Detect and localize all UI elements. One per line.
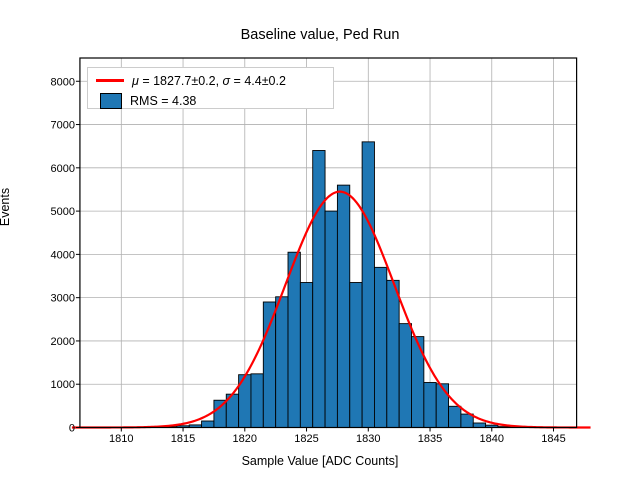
svg-text:1815: 1815 [171, 433, 195, 445]
svg-text:5000: 5000 [51, 206, 75, 218]
svg-text:1830: 1830 [356, 433, 380, 445]
svg-text:8000: 8000 [51, 76, 75, 88]
svg-text:4000: 4000 [51, 249, 75, 261]
svg-text:2000: 2000 [51, 336, 75, 348]
svg-text:1835: 1835 [418, 433, 442, 445]
svg-text:1845: 1845 [541, 433, 565, 445]
svg-text:6000: 6000 [51, 163, 75, 175]
svg-text:1840: 1840 [480, 433, 504, 445]
svg-text:1000: 1000 [51, 379, 75, 391]
svg-text:3000: 3000 [51, 293, 75, 305]
svg-text:1810: 1810 [109, 433, 133, 445]
svg-text:7000: 7000 [51, 120, 75, 132]
svg-text:0: 0 [69, 423, 75, 435]
svg-text:1825: 1825 [294, 433, 318, 445]
svg-text:1820: 1820 [233, 433, 257, 445]
